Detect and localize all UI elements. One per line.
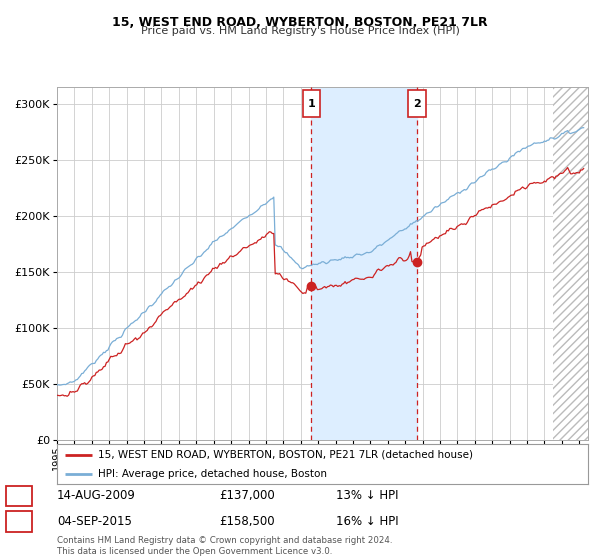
Bar — [6, 486, 32, 506]
Text: 16% ↓ HPI: 16% ↓ HPI — [336, 515, 398, 528]
Text: 15, WEST END ROAD, WYBERTON, BOSTON, PE21 7LR: 15, WEST END ROAD, WYBERTON, BOSTON, PE2… — [112, 16, 488, 29]
Bar — [311, 87, 417, 440]
Text: 13% ↓ HPI: 13% ↓ HPI — [336, 489, 398, 502]
Text: HPI: Average price, detached house, Boston: HPI: Average price, detached house, Bost… — [98, 469, 328, 478]
Text: 1: 1 — [15, 489, 23, 502]
Text: £137,000: £137,000 — [219, 489, 275, 502]
Text: 14-AUG-2009: 14-AUG-2009 — [57, 489, 136, 502]
FancyBboxPatch shape — [408, 90, 425, 117]
Bar — [553, 87, 588, 440]
Text: Contains HM Land Registry data © Crown copyright and database right 2024.
This d: Contains HM Land Registry data © Crown c… — [57, 536, 392, 556]
FancyBboxPatch shape — [303, 90, 320, 117]
Text: 2: 2 — [15, 515, 23, 528]
Text: 1: 1 — [308, 99, 316, 109]
Text: 15, WEST END ROAD, WYBERTON, BOSTON, PE21 7LR (detached house): 15, WEST END ROAD, WYBERTON, BOSTON, PE2… — [98, 450, 473, 460]
Text: Price paid vs. HM Land Registry's House Price Index (HPI): Price paid vs. HM Land Registry's House … — [140, 26, 460, 36]
Text: 04-SEP-2015: 04-SEP-2015 — [57, 515, 132, 528]
Text: £158,500: £158,500 — [219, 515, 275, 528]
Text: 2: 2 — [413, 99, 421, 109]
Bar — [6, 511, 32, 532]
